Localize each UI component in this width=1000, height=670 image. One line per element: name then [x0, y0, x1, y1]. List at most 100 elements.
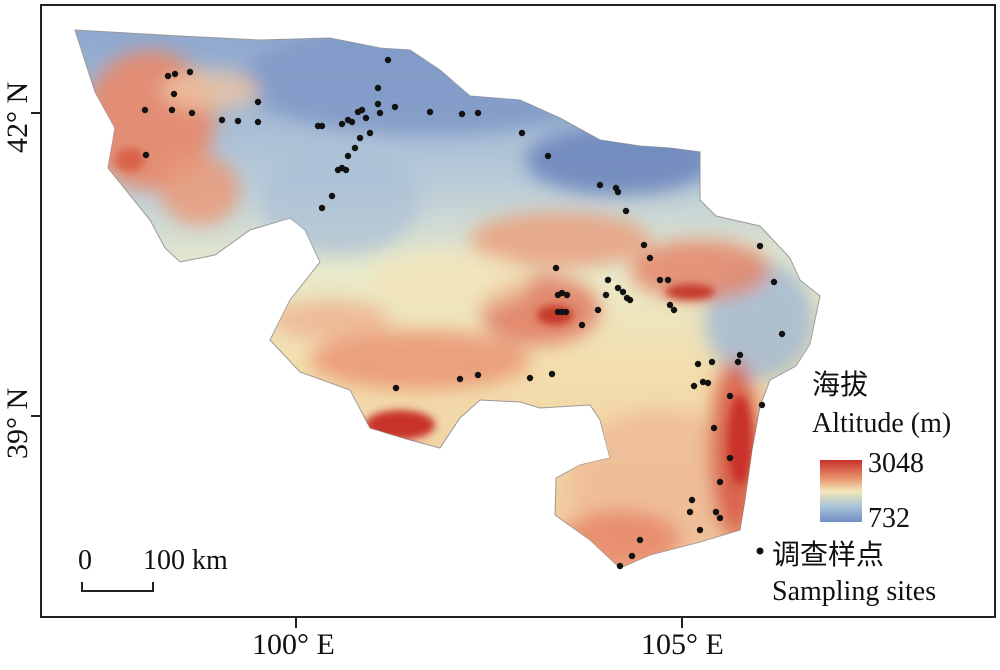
sampling-site-56: [562, 308, 570, 316]
legend-title-en: Altitude (m): [812, 408, 952, 439]
sampling-site-11: [254, 98, 262, 106]
sampling-site-9: [218, 116, 226, 124]
sampling-site-20: [362, 114, 370, 122]
legend-site-symbol: [756, 547, 764, 555]
axis-ticks: [31, 112, 683, 628]
sampling-site-34: [318, 204, 326, 212]
sampling-site-28: [351, 144, 359, 152]
sampling-site-73: [699, 378, 707, 386]
legend-max-value: 3048: [868, 448, 924, 479]
y-tick-label-42: 42° N: [1, 81, 34, 153]
sampling-site-10: [234, 117, 242, 125]
sampling-site-32: [342, 166, 350, 174]
x-tick-label-105: 105° E: [641, 628, 724, 661]
sampling-site-71: [734, 358, 742, 366]
sampling-site-2: [171, 70, 179, 78]
sampling-site-26: [366, 129, 374, 137]
sampling-site-58: [594, 306, 602, 314]
sampling-site-70: [736, 351, 744, 359]
sampling-site-24: [391, 103, 399, 111]
sampling-site-49: [670, 306, 678, 314]
sampling-site-61: [614, 284, 622, 292]
sampling-site-46: [656, 276, 664, 284]
sampling-site-48: [666, 301, 674, 309]
sampling-site-68: [694, 360, 702, 368]
sampling-site-38: [518, 129, 526, 137]
scale-bar: [81, 582, 154, 592]
y-tick-label-39: 39° N: [1, 387, 34, 459]
sampling-site-65: [756, 242, 764, 250]
sampling-site-87: [712, 508, 720, 516]
sampling-site-90: [636, 536, 644, 544]
sampling-site-40: [596, 181, 604, 189]
scale-bar-length: 100 km: [143, 545, 228, 576]
legend-title-cn: 海拔: [812, 370, 869, 401]
sampling-site-78: [726, 454, 734, 462]
sampling-site-81: [456, 375, 464, 383]
map-frame: [40, 4, 996, 618]
sampling-site-8: [142, 151, 150, 159]
legend-color-ramp: [820, 460, 862, 522]
sampling-site-42: [614, 188, 622, 196]
sampling-site-6: [168, 106, 176, 114]
sampling-site-27: [356, 134, 364, 142]
sampling-site-45: [646, 254, 654, 262]
sampling-site-88: [716, 514, 724, 522]
sampling-site-25: [374, 84, 382, 92]
sampling-site-66: [770, 278, 778, 286]
sampling-site-64: [626, 296, 634, 304]
sampling-site-77: [710, 424, 718, 432]
scale-bar-zero: 0: [78, 545, 92, 576]
legend-site-label-cn: 调查样点: [772, 540, 885, 571]
sampling-site-92: [616, 562, 624, 570]
sampling-site-80: [392, 384, 400, 392]
sampling-site-5: [141, 106, 149, 114]
scale-bar-line: [81, 582, 154, 592]
sampling-site-37: [474, 109, 482, 117]
sampling-site-17: [348, 118, 356, 126]
sampling-site-15: [338, 120, 346, 128]
sampling-site-69: [708, 358, 716, 366]
sampling-site-89: [696, 526, 704, 534]
legend-site-label-en: Sampling sites: [772, 576, 937, 607]
sampling-site-22: [376, 109, 384, 117]
sampling-site-60: [602, 291, 610, 299]
elevation-layer: [74, 29, 821, 569]
sampling-site-1: [164, 72, 172, 80]
sampling-site-4: [170, 90, 178, 98]
sampling-site-72: [690, 382, 698, 390]
x-tick-label-100: 100° E: [252, 628, 335, 661]
sampling-site-23: [384, 56, 392, 64]
sampling-site-50: [552, 264, 560, 272]
sampling-site-62: [619, 288, 627, 296]
sampling-site-91: [628, 552, 636, 560]
sampling-site-44: [640, 241, 648, 249]
sampling-site-82: [474, 371, 482, 379]
sampling-site-31: [334, 166, 342, 174]
sampling-site-43: [622, 207, 630, 215]
sampling-site-47: [664, 276, 672, 284]
sampling-site-29: [344, 152, 352, 160]
sampling-sites: [141, 56, 786, 570]
sampling-site-7: [188, 109, 196, 117]
sampling-site-53: [563, 291, 571, 299]
sampling-site-14: [318, 122, 326, 130]
sampling-site-36: [458, 110, 466, 118]
sampling-site-52: [558, 289, 566, 297]
sampling-site-84: [548, 370, 556, 378]
sampling-site-21: [374, 100, 382, 108]
sampling-site-3: [186, 68, 194, 76]
sampling-site-59: [604, 276, 612, 284]
sampling-site-19: [358, 106, 366, 114]
sampling-site-85: [688, 496, 696, 504]
sampling-site-39: [544, 152, 552, 160]
sampling-site-74: [704, 379, 712, 387]
sampling-site-76: [758, 401, 766, 409]
sampling-site-12: [254, 118, 262, 126]
sampling-site-86: [686, 508, 694, 516]
terrain-shading: [85, 30, 815, 568]
sampling-site-33: [328, 192, 336, 200]
sampling-site-75: [726, 392, 734, 400]
